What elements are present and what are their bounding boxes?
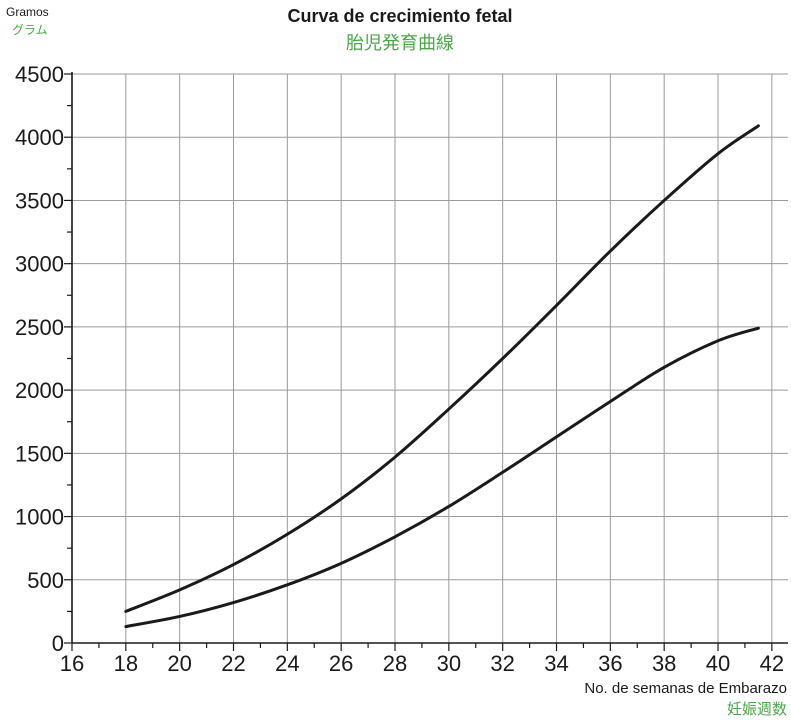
x-tick-label: 28: [383, 651, 407, 676]
grid: [72, 73, 788, 643]
x-axis-label: No. de semanas de Embarazo: [584, 680, 787, 697]
y-tick-label: 500: [27, 568, 64, 593]
x-tick-label: 20: [167, 651, 191, 676]
y-tick-label: 1000: [15, 505, 64, 530]
x-tick-label: 40: [706, 651, 730, 676]
y-tick-label: 4500: [15, 62, 64, 87]
y-tick-label: 4000: [15, 125, 64, 150]
y-axis-label: Gramos: [6, 5, 49, 19]
x-tick-label: 30: [437, 651, 461, 676]
y-tick-label: 2000: [15, 378, 64, 403]
x-tick-label: 38: [652, 651, 676, 676]
x-tick-label: 16: [60, 651, 84, 676]
x-tick-label: 18: [114, 651, 138, 676]
y-tick-label: 3500: [15, 188, 64, 213]
y-tick-label: 0: [52, 631, 64, 656]
y-tick-label: 2500: [15, 315, 64, 340]
y-tick-label: 3000: [15, 252, 64, 277]
chart-title-japanese: 胎児発育曲線: [346, 33, 454, 54]
x-tick-label: 22: [221, 651, 245, 676]
y-axis-label-japanese: グラム: [12, 23, 48, 37]
tick-labels: 0 500 1000 1500 2000 2500 3000 3500 4000 4500 16 18…: [15, 62, 784, 676]
chart-title: Curva de crecimiento fetal: [287, 6, 512, 26]
x-tick-label: 24: [275, 651, 299, 676]
x-tick-label: 42: [760, 651, 784, 676]
x-tick-label: 26: [329, 651, 353, 676]
series-line-upper: [124, 124, 760, 613]
x-tick-label: 36: [598, 651, 622, 676]
axes: [64, 72, 788, 651]
series-lines: [124, 124, 760, 629]
series-line-lower: [124, 326, 760, 629]
y-tick-label: 1500: [15, 441, 64, 466]
x-axis-label-japanese: 妊娠週数: [727, 700, 787, 718]
x-tick-label: 32: [490, 651, 514, 676]
x-tick-label: 34: [544, 651, 568, 676]
